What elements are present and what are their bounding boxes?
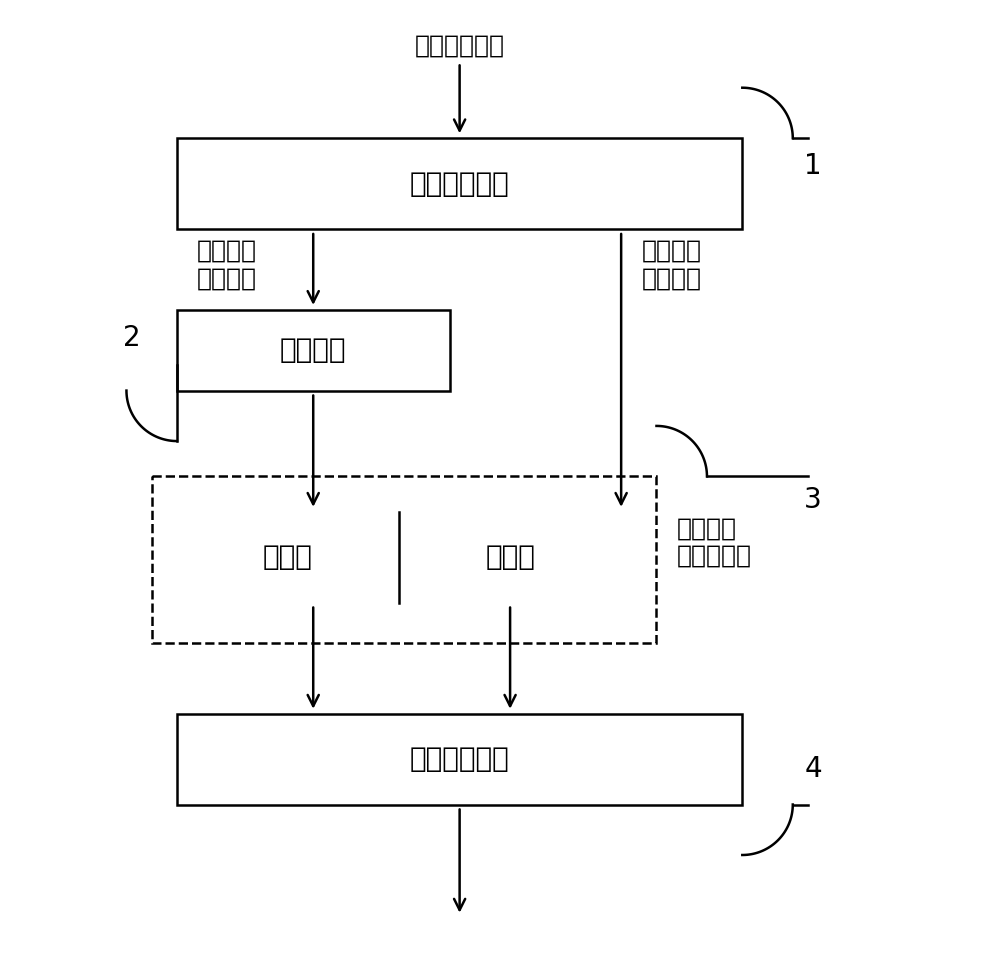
Text: 保留精度
部分信号: 保留精度 部分信号 bbox=[641, 238, 701, 290]
Bar bbox=[177, 512, 399, 602]
Text: 3: 3 bbox=[804, 486, 822, 514]
Text: 放大单元: 放大单元 bbox=[280, 337, 346, 364]
Text: 4: 4 bbox=[804, 755, 822, 783]
Text: 原始数字信号: 原始数字信号 bbox=[415, 33, 505, 57]
Text: 低通道: 低通道 bbox=[263, 543, 313, 571]
Text: 2: 2 bbox=[123, 324, 140, 352]
Bar bbox=[152, 477, 656, 643]
Bar bbox=[177, 309, 450, 390]
Text: 损失精度
部分信号: 损失精度 部分信号 bbox=[197, 238, 257, 290]
Text: 高通道: 高通道 bbox=[485, 543, 535, 571]
Text: 1: 1 bbox=[804, 153, 822, 180]
Text: 加权求和电路: 加权求和电路 bbox=[410, 745, 509, 774]
Text: 双路组合
数模转换器: 双路组合 数模转换器 bbox=[677, 516, 752, 568]
Bar bbox=[177, 713, 742, 805]
Text: 信号分离单元: 信号分离单元 bbox=[410, 169, 509, 198]
Bar bbox=[177, 138, 742, 229]
Bar bbox=[399, 512, 621, 602]
